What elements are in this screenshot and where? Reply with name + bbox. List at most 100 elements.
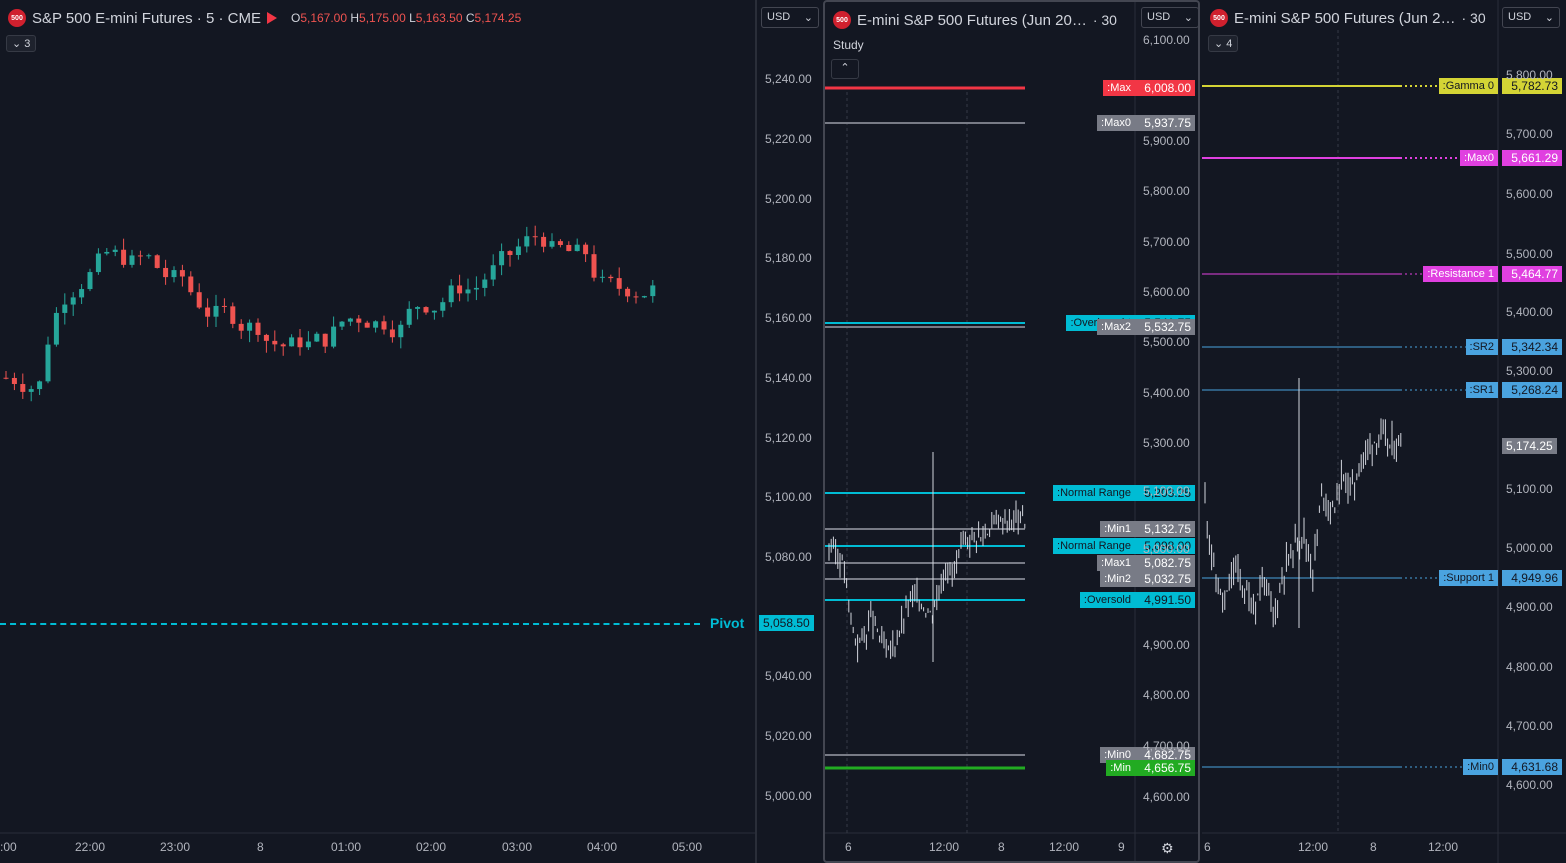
price-axis-label: 4,900.00: [1506, 600, 1553, 614]
price-axis-label: 5,120.00: [765, 431, 812, 445]
candle: [616, 267, 622, 296]
level-label-badge: :Min0: [1463, 759, 1498, 775]
level-value-badge: 5,268.24: [1502, 382, 1562, 398]
time-axis-label: 02:00: [416, 840, 447, 854]
pivot-label: Pivot: [710, 615, 745, 631]
candle: [364, 320, 370, 328]
indicator-count: 4: [1226, 38, 1233, 50]
candle: [146, 253, 152, 259]
price-scale-main[interactable]: USD 5,240.00 5,220.00 5,200.00 5,180.00 5,16…: [757, 0, 821, 863]
candle: [129, 249, 135, 268]
indicators-collapse-button[interactable]: ⌄ 4: [1208, 35, 1239, 52]
levels-chart[interactable]: [1202, 0, 1566, 863]
symbol-logo-icon: 500: [833, 11, 851, 29]
candle: [87, 268, 93, 292]
flag-icon[interactable]: [266, 12, 277, 24]
level-label-badge: :Oversold: [1079, 592, 1135, 608]
candle: [154, 254, 160, 269]
level-label-badge: :Normal Range: [1053, 485, 1135, 501]
interval-label: · 30: [1461, 10, 1486, 26]
level-label-badge: :Min1: [1100, 521, 1135, 537]
candle: [591, 245, 597, 282]
candle: [440, 297, 446, 318]
pane-separator[interactable]: [755, 0, 757, 863]
candle: [339, 321, 345, 330]
candle: [448, 279, 454, 308]
candle: [272, 330, 278, 352]
level-value-badge: 5,464.77: [1502, 266, 1562, 282]
level-value-badge: 4,949.96: [1502, 570, 1562, 586]
price-axis-label: 5,000.00: [1143, 542, 1190, 556]
level-value-badge: 4,682.75: [1135, 747, 1195, 763]
pivot-line[interactable]: [0, 623, 700, 625]
chart-pane-levels[interactable]: 500 E-mini S&P 500 Futures (Jun 2… · 30 …: [1202, 0, 1566, 863]
settings-gear-icon[interactable]: ⚙: [1161, 840, 1174, 856]
price-axis-label: 4,700.00: [1506, 719, 1553, 733]
candle: [205, 298, 211, 327]
symbol-title[interactable]: S&P 500 E-mini Futures · 5 · CME: [32, 9, 261, 27]
indicators-collapse-button[interactable]: ⌄ 3: [6, 35, 37, 52]
candle: [633, 291, 639, 304]
price-axis-label: 4,900.00: [1143, 638, 1190, 652]
candle: [625, 286, 631, 303]
level-label-badge: :Support 1: [1439, 570, 1498, 586]
currency-select[interactable]: USD: [761, 7, 819, 28]
study-label: Study: [833, 38, 864, 52]
candle: [490, 254, 496, 287]
price-axis-label: 5,700.00: [1506, 127, 1553, 141]
low-label: L: [409, 11, 416, 25]
level-value-badge: 6,008.00: [1135, 80, 1195, 96]
symbol-title[interactable]: E-mini S&P 500 Futures (Jun 2…: [1234, 9, 1456, 27]
time-axis-label: 22:00: [75, 840, 106, 854]
time-axis-label: 12:00: [1428, 840, 1459, 854]
chart-pane-study[interactable]: 500 E-mini S&P 500 Futures (Jun 20… · 30…: [823, 0, 1200, 863]
level-value-badge: 5,342.34: [1502, 339, 1562, 355]
price-axis-label: 5,000.00: [765, 789, 812, 803]
price-axis-label: 5,000.00: [1506, 541, 1553, 555]
candle: [263, 333, 269, 353]
price-axis-label: 5,160.00: [765, 311, 812, 325]
price-axis-label: 5,400.00: [1506, 305, 1553, 319]
currency-select[interactable]: USD: [1502, 7, 1560, 28]
time-axis-label: 12:00: [929, 840, 960, 854]
price-axis-label: 5,100.00: [765, 490, 812, 504]
chart-pane-main[interactable]: 500 S&P 500 E-mini Futures · 5 · CME O5,…: [0, 0, 757, 863]
price-axis-label: 5,800.00: [1506, 68, 1553, 82]
price-axis-label: 5,900.00: [1143, 134, 1190, 148]
level-label-badge: :Min0: [1100, 747, 1135, 763]
price-axis-label: 5,500.00: [1506, 247, 1553, 261]
time-axis-label: 8: [1370, 840, 1377, 854]
level-label-badge: :Max: [1103, 80, 1135, 96]
time-axis-label: 9: [1118, 840, 1125, 854]
candle: [566, 241, 572, 252]
currency-select[interactable]: USD: [1141, 7, 1198, 28]
candle: [314, 331, 320, 342]
candle: [532, 225, 538, 246]
candle: [247, 319, 253, 343]
chevron-up-icon[interactable]: ⌃: [831, 59, 859, 79]
candle: [389, 320, 395, 343]
candlestick-chart[interactable]: [0, 0, 757, 863]
price-axis-label: 5,220.00: [765, 132, 812, 146]
price-axis-label: 5,040.00: [765, 669, 812, 683]
chart-legend: 500 E-mini S&P 500 Futures (Jun 2… · 30: [1210, 9, 1486, 27]
study-chart[interactable]: [825, 2, 1198, 861]
symbol-title[interactable]: E-mini S&P 500 Futures (Jun 20…: [857, 11, 1087, 29]
price-axis-label: 5,240.00: [765, 72, 812, 86]
level-value-badge: 5,098.00: [1135, 538, 1195, 554]
price-axis-label: 5,600.00: [1143, 285, 1190, 299]
candle: [11, 372, 17, 391]
candle: [188, 271, 194, 296]
chevron-down-icon: ⌄: [1214, 38, 1227, 50]
candle: [37, 380, 43, 396]
chevron-down-icon: ⌄: [12, 38, 25, 50]
time-axis-label: 6: [845, 840, 852, 854]
indicator-count: 3: [24, 38, 31, 50]
candle: [473, 276, 479, 301]
candle: [70, 292, 76, 316]
candle: [221, 298, 227, 313]
candle: [650, 279, 656, 303]
price-axis-label: 5,600.00: [1506, 187, 1553, 201]
candle: [121, 238, 127, 268]
candle: [515, 238, 521, 260]
